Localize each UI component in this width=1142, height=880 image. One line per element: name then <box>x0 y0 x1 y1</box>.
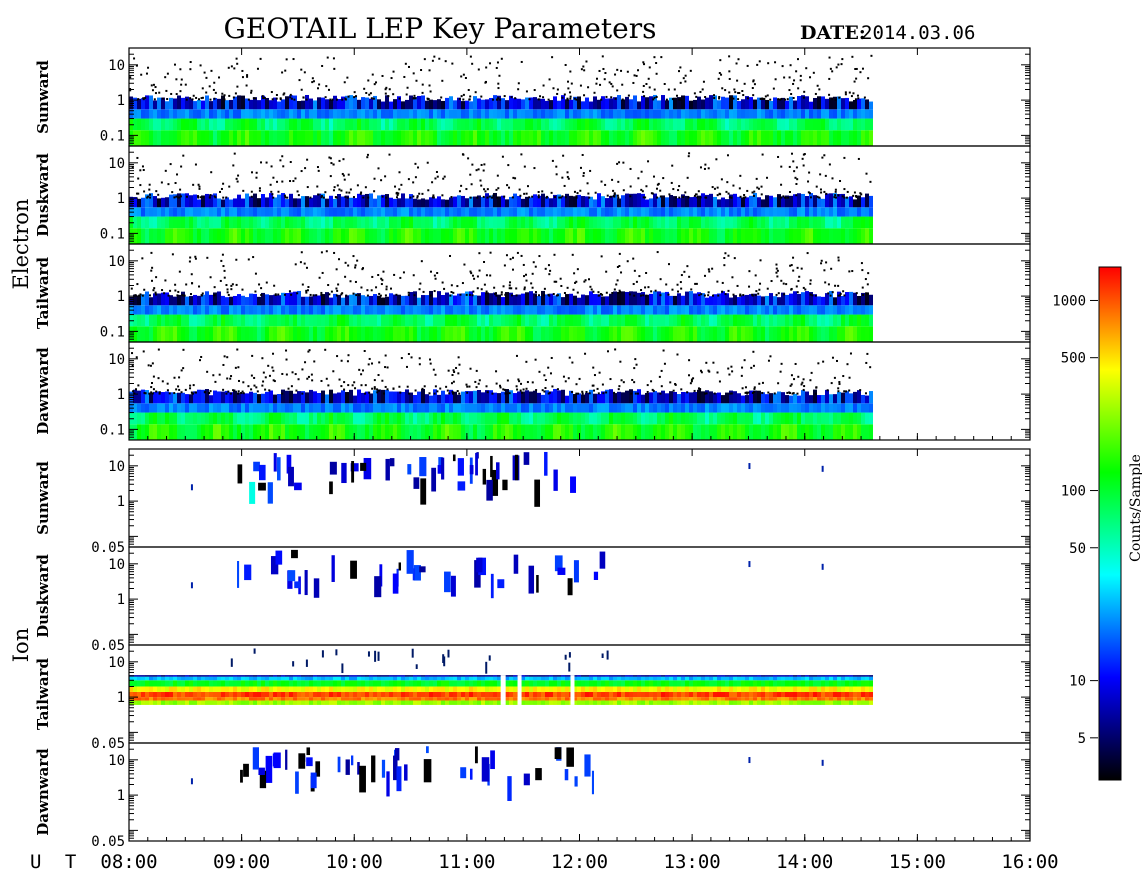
y-tick-label: 1 <box>117 690 125 706</box>
date-label: DATE: <box>800 22 866 44</box>
panel-label: Dawnward <box>34 347 52 435</box>
y-tick-label: 10 <box>108 655 125 671</box>
panel-electron-dawnward: 0.1 1 10 Dawnward <box>34 341 1031 441</box>
colorbar-tick-label: 1000 <box>1052 293 1086 309</box>
y-tick-label: 10 <box>108 753 125 769</box>
panel-ion-sunward: 0.05 1 10 Sunward <box>34 448 1031 556</box>
panel-label: Tailward <box>34 257 52 329</box>
panel-ion-tailward: 0.05 1 10 Tailward <box>34 644 1031 752</box>
panel-data <box>129 648 873 705</box>
colorbar-ticks: 5 10 50 100 500 1000 <box>1052 293 1098 747</box>
colorbar: 5 10 50 100 500 1000 Counts/Sample <box>1052 266 1142 781</box>
x-tick-label: 12:00 <box>551 851 608 873</box>
panel-data <box>190 746 824 801</box>
panel-data <box>129 250 873 342</box>
x-tick-label: 13:00 <box>664 851 721 873</box>
y-tick-label: 0.1 <box>100 324 125 340</box>
colorbar-label: Counts/Sample <box>1128 454 1142 562</box>
colorbar-gradient <box>1098 266 1122 781</box>
x-tick-label: 16:00 <box>1001 851 1058 873</box>
spectrogram-panels: 0.1 1 10 Sunward 0.1 1 10 Duskward 0.1 1 10 Tailwar… <box>34 47 1031 850</box>
chart-title: GEOTAIL LEP Key Parameters <box>224 12 657 45</box>
colorbar-tick-label: 50 <box>1069 541 1086 557</box>
panel-label: Sunward <box>34 461 52 535</box>
panel-electron-tailward: 0.1 1 10 Tailward <box>34 243 1031 343</box>
x-axis-label: U T <box>30 851 82 873</box>
colorbar-tick-label: 500 <box>1061 351 1086 367</box>
date-value: 2014.03.06 <box>861 22 975 44</box>
y-tick-label: 1 <box>117 93 125 109</box>
y-tick-label: 0.05 <box>91 540 125 556</box>
x-tick-label: 08:00 <box>100 851 157 873</box>
x-tick-label: 14:00 <box>776 851 833 873</box>
y-tick-label: 0.1 <box>100 422 125 438</box>
panel-label: Dawnward <box>34 748 52 836</box>
panel-label: Sunward <box>34 60 52 134</box>
panel-data <box>129 348 873 440</box>
y-tick-label: 10 <box>108 156 125 172</box>
panel-electron-sunward: 0.1 1 10 Sunward <box>34 47 1031 147</box>
group-labels: Electron Ion <box>9 199 33 663</box>
x-axis-ticks: 08:00 09:00 10:00 11:00 12:00 13:00 14:00 15:00… <box>100 48 1059 873</box>
panel-data <box>190 451 824 507</box>
colorbar-tick-label: 100 <box>1061 484 1086 500</box>
y-tick-label: 1 <box>117 788 125 804</box>
x-tick-label: 11:00 <box>438 851 495 873</box>
colorbar-tick-label: 10 <box>1069 674 1086 690</box>
group-label-ion: Ion <box>9 628 33 662</box>
x-tick-label: 15:00 <box>889 851 946 873</box>
y-tick-label: 0.05 <box>91 736 125 752</box>
panel-label: Duskward <box>34 554 52 638</box>
y-tick-label: 10 <box>108 254 125 270</box>
panel-label: Duskward <box>34 153 52 237</box>
panel-data <box>129 54 873 146</box>
panel-label: Tailward <box>34 658 52 730</box>
group-label-electron: Electron <box>9 199 33 290</box>
y-tick-label: 10 <box>108 459 125 475</box>
panel-data <box>129 152 873 244</box>
colorbar-tick-label: 5 <box>1078 731 1086 747</box>
panel-data <box>190 549 824 599</box>
y-tick-label: 10 <box>108 352 125 368</box>
y-tick-label: 0.05 <box>91 834 125 850</box>
y-tick-label: 1 <box>117 387 125 403</box>
y-tick-label: 1 <box>117 191 125 207</box>
x-tick-label: 10:00 <box>326 851 383 873</box>
y-tick-label: 1 <box>117 592 125 608</box>
y-tick-label: 0.1 <box>100 128 125 144</box>
y-tick-label: 1 <box>117 494 125 510</box>
panel-electron-duskward: 0.1 1 10 Duskward <box>34 145 1031 245</box>
y-tick-label: 0.1 <box>100 226 125 242</box>
y-tick-label: 10 <box>108 557 125 573</box>
y-tick-label: 0.05 <box>91 638 125 654</box>
x-tick-label: 09:00 <box>213 851 270 873</box>
panel-ion-duskward: 0.05 1 10 Duskward <box>34 546 1031 654</box>
y-tick-label: 1 <box>117 289 125 305</box>
panel-ion-dawnward: 0.05 1 10 Dawnward <box>34 742 1031 850</box>
y-tick-label: 10 <box>108 58 125 74</box>
